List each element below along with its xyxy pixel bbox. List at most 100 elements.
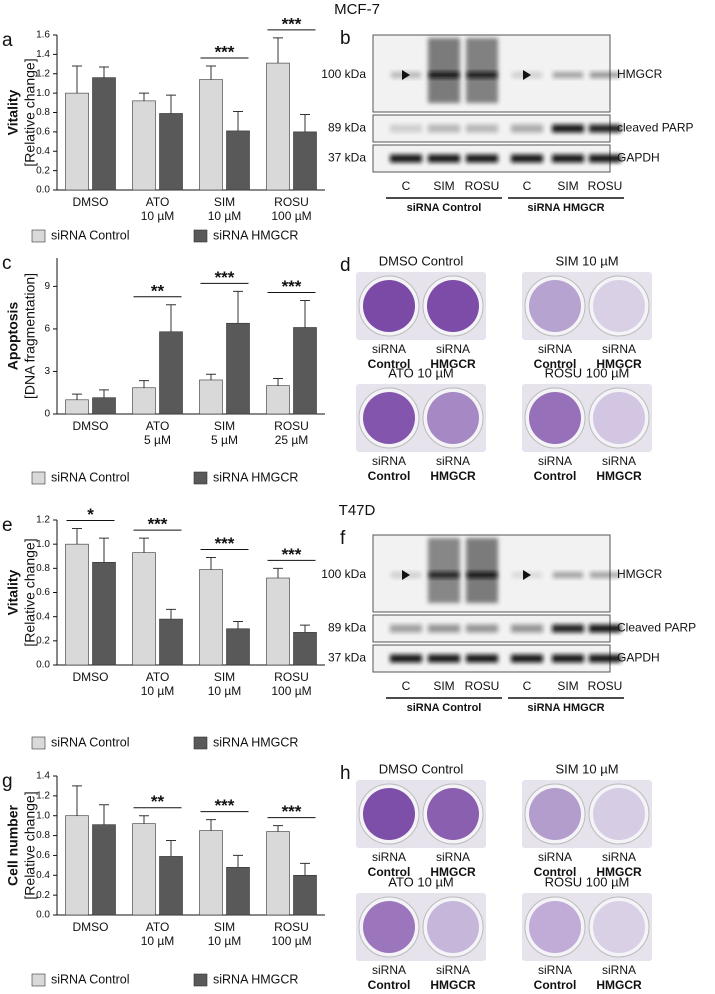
lane-label: ROSU (588, 679, 623, 693)
blot-band (511, 624, 543, 633)
band-arrow (523, 570, 531, 580)
error-bar (139, 92, 149, 101)
error-bar (300, 300, 310, 328)
well-label: siRNA (538, 454, 572, 468)
x-tick-label: ATO 10 µM (140, 670, 175, 698)
y-tick-label: 0.6 (36, 127, 50, 138)
legend-label: siRNA HMGCR (213, 470, 298, 484)
well-label-strong: Control (368, 357, 411, 371)
significance-stars: *** (215, 268, 235, 287)
blot-band (553, 72, 583, 78)
blot-band (590, 572, 620, 578)
x-tick-label: DMSO (72, 670, 109, 684)
y-tick-label: 3 (44, 366, 50, 377)
error-bar (99, 804, 109, 825)
y-tick-label: 0.2 (36, 165, 50, 176)
legend-label: siRNA HMGCR (213, 735, 298, 749)
error-bar (72, 393, 82, 400)
bar (159, 113, 183, 191)
colony-stain (593, 280, 645, 332)
blot-band (467, 572, 497, 578)
error-bar (300, 862, 310, 876)
lane-label: SIM (433, 679, 454, 693)
well-label: siRNA (602, 454, 636, 468)
panel-letter: c (2, 253, 12, 274)
marker-label: 100 kDa (321, 567, 366, 581)
y-tick-label: 0.4 (36, 611, 50, 622)
significance-stars: *** (215, 534, 235, 553)
blot-smear (428, 538, 460, 603)
significance-stars: *** (282, 277, 302, 296)
panel-letter: d (340, 255, 351, 276)
colony-stain (427, 280, 479, 332)
blot-band (466, 654, 498, 663)
colony-stain (363, 392, 415, 444)
y-axis-subtitle: [Relative change] (22, 538, 38, 646)
y-tick-label: 0.6 (36, 587, 50, 598)
y-axis-subtitle: [Relative change] (22, 58, 38, 166)
error-bar (166, 94, 176, 114)
colony-stain (593, 901, 645, 953)
error-bar (166, 304, 176, 332)
condition-title: DMSO Control (379, 253, 464, 268)
well-label: siRNA (372, 454, 406, 468)
bar (65, 815, 89, 916)
error-bar (273, 37, 283, 64)
blot-band (429, 572, 459, 578)
y-tick-label: 1.4 (36, 771, 50, 782)
y-tick-label: 6 (44, 324, 50, 335)
y-tick-label: 0.4 (36, 146, 50, 157)
well-label: siRNA (436, 342, 470, 356)
band-arrow (523, 70, 531, 80)
error-bar (99, 389, 109, 398)
panel-letter: g (2, 771, 13, 792)
blot-band (428, 154, 460, 163)
y-tick-label: 0.2 (36, 890, 50, 901)
condition-title: ATO 10 µM (388, 365, 454, 380)
blot-band (589, 124, 621, 133)
legend-swatch (31, 736, 46, 750)
x-tick-label: ROSU 100 µM (271, 670, 312, 698)
well-label: siRNA (602, 963, 636, 977)
y-tick-label: 1.2 (36, 68, 50, 79)
group-label: siRNA Control (407, 202, 482, 214)
lane-label: ROSU (465, 679, 500, 693)
band-arrow (402, 570, 410, 580)
y-tick-label: 0.4 (36, 870, 50, 881)
legend-label: siRNA Control (51, 735, 130, 749)
bar (293, 327, 317, 415)
blot-band (428, 624, 460, 633)
error-bar (300, 113, 310, 132)
colony-stain (529, 901, 581, 953)
blot-band (390, 624, 422, 633)
cell-line-header: T47D (339, 502, 376, 519)
y-tick-label: 1.0 (36, 88, 50, 99)
well-label-strong: Control (368, 978, 411, 992)
bar (199, 379, 223, 415)
blot-band (466, 624, 498, 633)
lane-label: C (523, 179, 532, 193)
blot-band (552, 124, 584, 133)
condition-title: ROSU 100 µM (545, 365, 630, 380)
protein-label: GAPDH (617, 651, 660, 665)
well-label: siRNA (372, 963, 406, 977)
bar (132, 100, 156, 191)
group-label: siRNA Control (407, 702, 482, 714)
error-bar (206, 373, 216, 380)
legend-swatch (193, 736, 208, 750)
well-label-strong: HMGCR (596, 978, 642, 992)
y-tick-label: 1.2 (36, 790, 50, 801)
legend-swatch (31, 229, 46, 243)
error-bar (206, 819, 216, 831)
x-tick-label: DMSO (72, 419, 109, 433)
bar (65, 399, 89, 415)
lane-label: SIM (433, 179, 454, 193)
error-bar (72, 527, 82, 545)
protein-label: cleaved PARP (617, 121, 693, 135)
y-axis-subtitle: [DNA fragmentation] (22, 273, 38, 399)
well-label-strong: HMGCR (430, 978, 476, 992)
panel-letter: h (340, 763, 351, 784)
error-bar (273, 567, 283, 578)
well-label-strong: Control (368, 469, 411, 483)
